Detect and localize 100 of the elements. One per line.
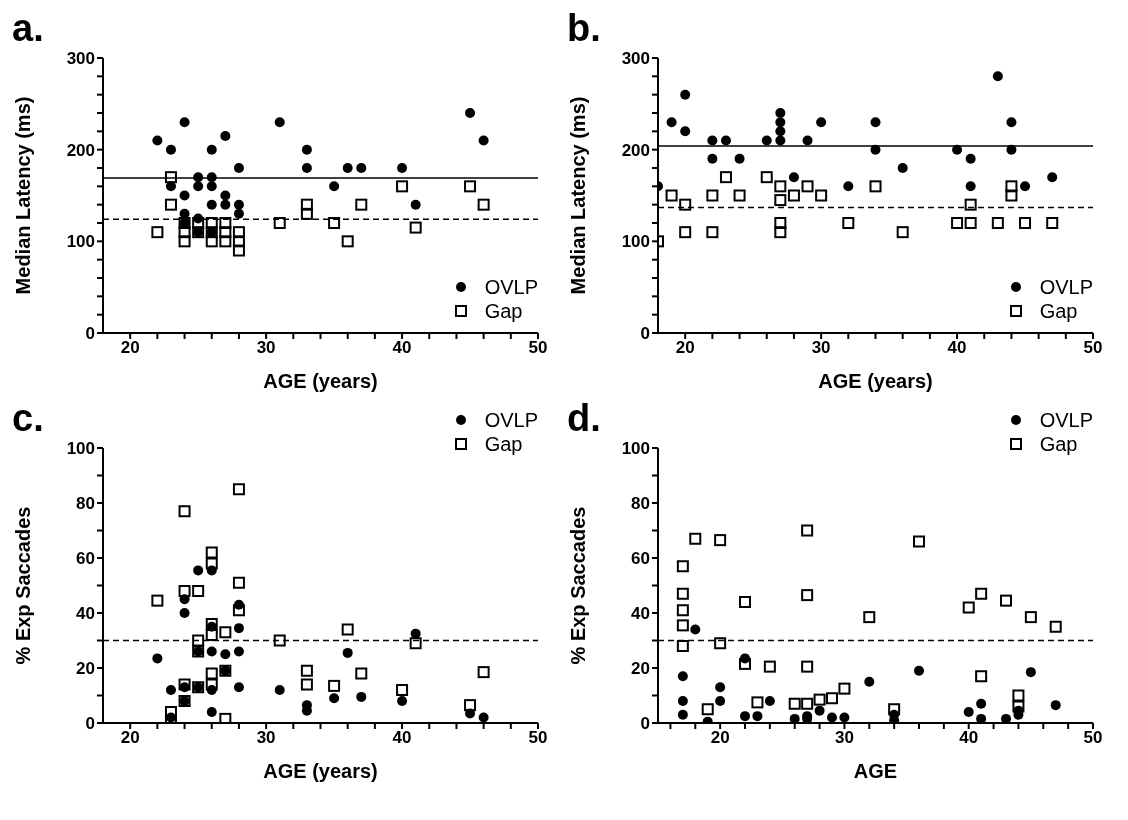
x-tick-label: 20 bbox=[710, 728, 730, 748]
point bbox=[300, 207, 313, 220]
point bbox=[206, 646, 217, 657]
point bbox=[719, 171, 732, 184]
point bbox=[397, 163, 408, 173]
x-tick-label: 40 bbox=[392, 728, 412, 748]
point bbox=[826, 692, 838, 705]
point bbox=[164, 171, 177, 184]
point bbox=[733, 189, 746, 202]
point bbox=[676, 587, 689, 600]
point bbox=[1049, 620, 1062, 633]
point bbox=[397, 696, 408, 706]
point bbox=[774, 226, 787, 239]
point bbox=[233, 199, 244, 210]
point bbox=[775, 108, 786, 118]
point bbox=[992, 71, 1003, 82]
point bbox=[205, 629, 218, 641]
point bbox=[396, 684, 409, 696]
point bbox=[1006, 144, 1017, 155]
point bbox=[206, 144, 217, 155]
y-axis-title: % Exp Saccades bbox=[12, 506, 35, 665]
point bbox=[165, 144, 176, 155]
point bbox=[232, 226, 245, 239]
point bbox=[839, 712, 850, 723]
point bbox=[220, 199, 231, 210]
y-axis-title: % Exp Saccades bbox=[567, 506, 590, 665]
point bbox=[233, 208, 244, 219]
x-tick-label: 50 bbox=[1083, 338, 1103, 358]
point bbox=[975, 670, 988, 683]
point bbox=[690, 624, 701, 635]
x-tick-label: 30 bbox=[811, 338, 831, 358]
x-tick-label: 50 bbox=[528, 728, 548, 748]
point bbox=[300, 198, 313, 211]
y-tick-label: 0 bbox=[640, 324, 650, 344]
point bbox=[178, 678, 191, 691]
point bbox=[178, 226, 191, 239]
point bbox=[232, 604, 245, 617]
point bbox=[952, 144, 963, 155]
point bbox=[869, 180, 882, 193]
point bbox=[814, 705, 825, 716]
point bbox=[409, 637, 422, 650]
point bbox=[273, 634, 286, 647]
point bbox=[300, 678, 313, 691]
point bbox=[178, 505, 191, 518]
legend-label: Gap bbox=[484, 299, 523, 323]
point bbox=[220, 190, 231, 201]
point bbox=[775, 126, 786, 137]
y-tick-label: 0 bbox=[85, 714, 95, 734]
point bbox=[1046, 217, 1059, 229]
point bbox=[863, 611, 876, 624]
point bbox=[464, 180, 477, 193]
x-axis-title: AGE (years) bbox=[263, 760, 378, 782]
point bbox=[665, 189, 678, 202]
point bbox=[914, 665, 924, 676]
point bbox=[775, 135, 786, 146]
point bbox=[1024, 611, 1037, 624]
y-tick-label: 200 bbox=[621, 140, 650, 160]
point bbox=[233, 682, 244, 693]
point bbox=[342, 163, 353, 173]
point bbox=[715, 682, 726, 693]
point bbox=[342, 647, 353, 658]
point bbox=[788, 172, 799, 183]
point bbox=[396, 180, 409, 193]
point bbox=[206, 172, 217, 183]
point bbox=[827, 712, 837, 723]
point bbox=[1006, 117, 1017, 128]
point bbox=[329, 181, 340, 192]
y-tick-label: 20 bbox=[631, 659, 650, 679]
point bbox=[151, 226, 164, 239]
point bbox=[478, 135, 489, 146]
point bbox=[975, 587, 988, 600]
point bbox=[1005, 189, 1018, 202]
point bbox=[164, 706, 177, 718]
point bbox=[219, 712, 232, 723]
x-tick-label: 30 bbox=[256, 338, 276, 358]
point bbox=[410, 199, 421, 210]
point bbox=[976, 698, 987, 709]
y-tick-label: 20 bbox=[76, 659, 95, 679]
point bbox=[739, 657, 751, 670]
point bbox=[964, 198, 977, 211]
point bbox=[843, 181, 854, 192]
y-tick-label: 80 bbox=[631, 494, 650, 514]
point bbox=[764, 696, 775, 706]
x-tick-label: 20 bbox=[675, 338, 695, 358]
point bbox=[355, 667, 368, 680]
point bbox=[965, 153, 976, 164]
point bbox=[274, 685, 285, 695]
point bbox=[205, 235, 218, 248]
point bbox=[788, 697, 801, 710]
point bbox=[720, 135, 731, 146]
point bbox=[179, 117, 190, 128]
x-tick-label: 40 bbox=[947, 338, 967, 358]
point bbox=[478, 712, 489, 723]
point bbox=[301, 163, 312, 173]
point bbox=[206, 199, 217, 210]
point bbox=[734, 153, 745, 164]
point bbox=[842, 217, 855, 229]
point bbox=[356, 691, 367, 702]
point bbox=[897, 163, 908, 173]
point bbox=[802, 135, 813, 146]
